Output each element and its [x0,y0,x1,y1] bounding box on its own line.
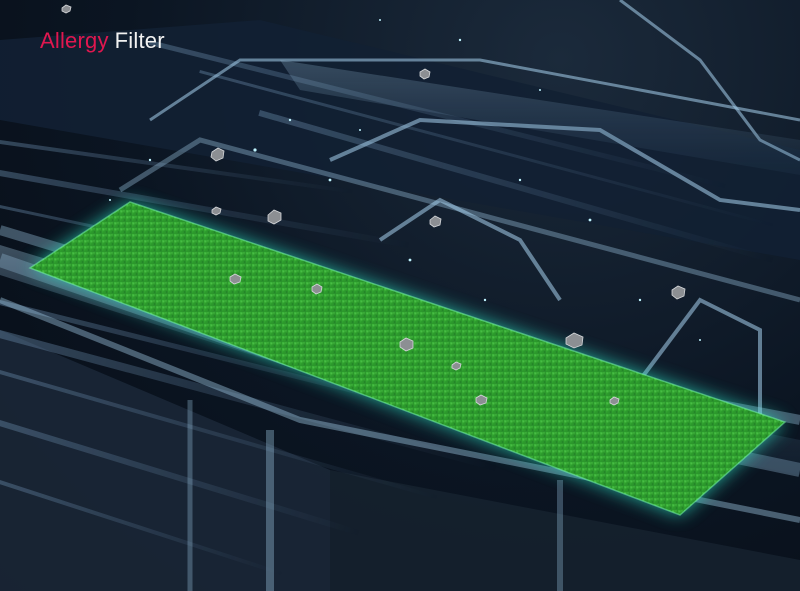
back-housing [0,20,800,260]
green-filter-mat [30,202,785,515]
sparkles [109,19,701,341]
allergen-particles [61,4,686,406]
front-right-housing [330,470,800,591]
headline: Allergy Filter [40,28,165,54]
headline-plain-word: Filter [114,28,165,53]
filter-mat-edge [28,201,787,516]
airflow-streaks [0,39,780,577]
headline-accent-word: Allergy [40,28,109,53]
